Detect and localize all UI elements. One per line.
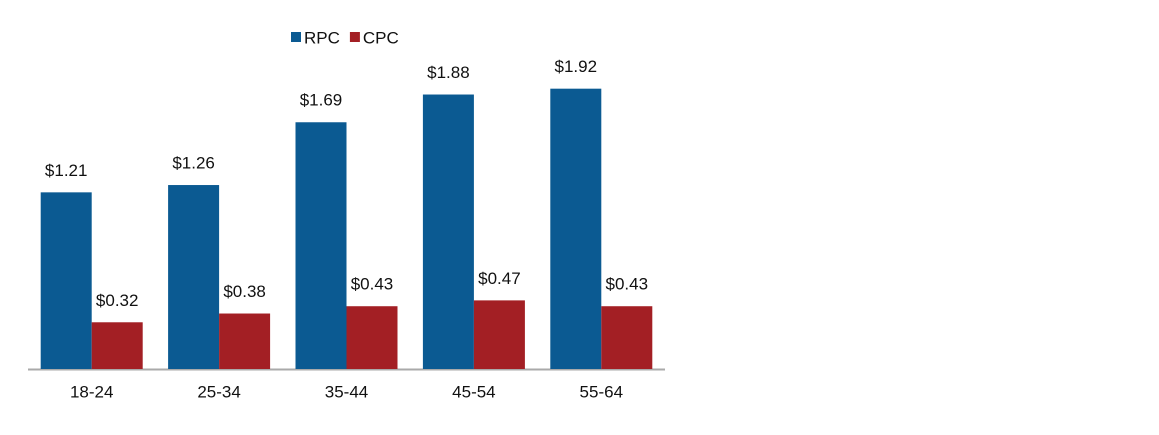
x-tick-label: 45-54 <box>452 382 495 401</box>
value-label: $0.43 <box>606 275 649 294</box>
bar <box>168 185 220 369</box>
bar <box>295 122 347 369</box>
legend-swatch <box>349 32 360 42</box>
value-label: $0.43 <box>351 275 394 294</box>
bar <box>473 300 525 369</box>
value-label: $0.32 <box>96 291 139 310</box>
value-label: $1.88 <box>427 63 470 82</box>
value-label: $0.47 <box>478 269 521 288</box>
bar <box>40 192 92 369</box>
bar <box>422 94 474 370</box>
value-label: $1.21 <box>45 161 88 180</box>
x-tick-label: 18-24 <box>70 382 113 401</box>
value-label: $0.38 <box>223 282 266 301</box>
x-tick-label: 35-44 <box>325 382 368 401</box>
bar <box>219 313 271 369</box>
x-tick-label: 55-64 <box>580 382 623 401</box>
bar <box>346 306 398 369</box>
legend-label: CPC <box>363 28 399 47</box>
value-label: $1.26 <box>172 154 215 173</box>
value-label: $1.92 <box>555 57 598 76</box>
legend-label: RPC <box>304 28 340 47</box>
x-tick-label: 25-34 <box>197 382 240 401</box>
legend-swatch <box>291 32 301 42</box>
value-label: $1.69 <box>300 91 343 110</box>
bar <box>91 322 143 369</box>
bar <box>550 88 602 370</box>
bar <box>601 306 653 369</box>
